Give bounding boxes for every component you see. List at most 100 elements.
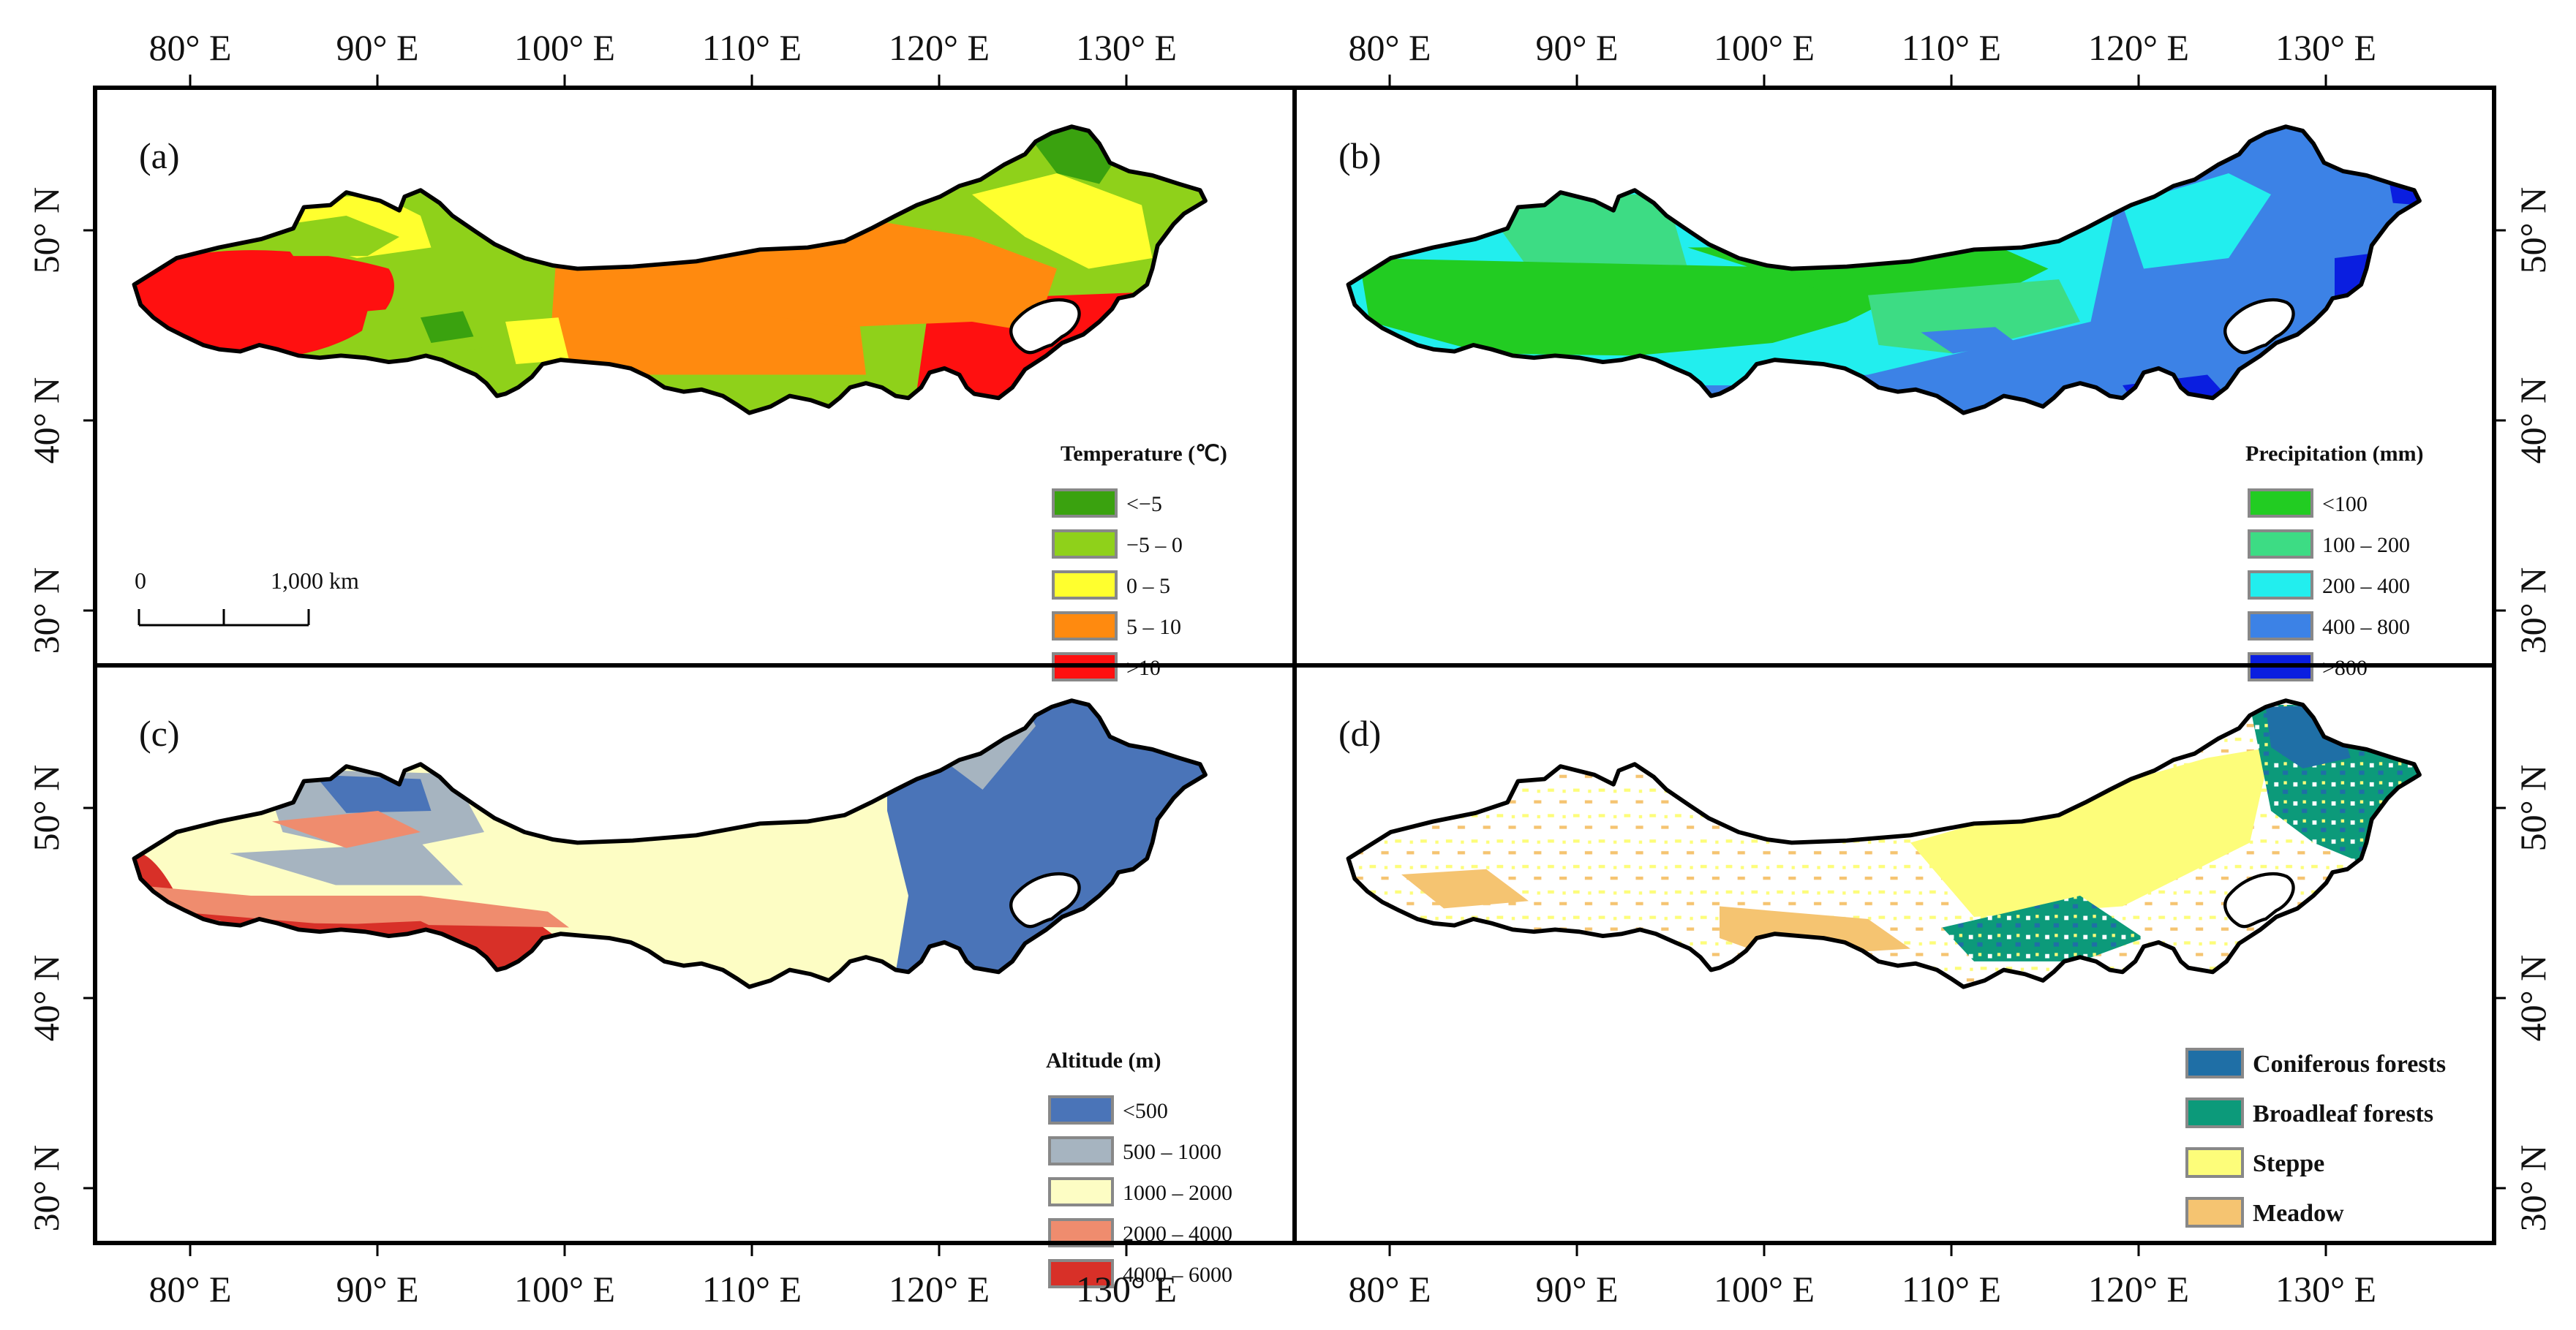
legend-title: Precipitation (mm) [2245,442,2424,466]
lat-tick-label: 40° N [26,377,67,464]
legend-label: Coniferous forests [2253,1051,2446,1078]
panel-b: (b) Precipitation (mm) <100 100 – 200 200 – … [1317,110,2483,681]
panel-frame [1292,663,2496,1245]
map-zone [134,250,394,356]
legend-label: 400 – 800 [2322,615,2410,639]
lat-tick-label: 40° N [26,955,67,1042]
lon-tick-label: 130° E [1076,27,1177,68]
lon-tick-label: 100° E [514,1269,615,1310]
lat-tick-label: 50° N [26,187,67,274]
panel-a-map [102,110,1269,449]
map-zone [315,774,432,813]
map-zone [1359,258,1910,356]
legend-label: 5 – 10 [1126,615,1181,639]
map-zone [1401,869,1529,909]
lon-tick-label: 80° E [148,1269,231,1310]
legend-label: Meadow [2253,1200,2344,1227]
map-zone [2335,247,2419,311]
legend-swatch [1048,1095,1114,1125]
map-zone [1921,327,2016,354]
legend-title: Temperature (℃) [1061,442,1227,466]
scale-start: 0 [135,567,146,594]
legend-swatch [2248,529,2313,559]
map-zone [972,173,1153,269]
lon-tick-label: 100° E [1714,27,1815,68]
legend-swatch [2185,1097,2244,1128]
legend-label: <−5 [1126,492,1162,516]
map-zone [505,317,569,364]
legend-label: Steppe [2253,1150,2324,1177]
lon-tick-label: 120° E [889,1269,990,1310]
panel-d-label: (d) [1338,713,1381,754]
map-zone [272,216,399,257]
lat-tick-label: 30° N [2512,567,2553,654]
map-zone [134,885,570,928]
lon-tick-label: 90° E [336,1269,418,1310]
legend-swatch [1052,529,1118,559]
legend-swatch [2185,1048,2244,1078]
legend-swatch [1048,1177,1114,1206]
legend-label: 1000 – 2000 [1123,1181,1232,1205]
map-zone [887,700,1206,987]
legend-swatch [2248,611,2313,641]
legend-swatch [1048,1259,1114,1288]
lon-tick-label: 80° E [1348,1269,1431,1310]
legend-label: 500 – 1000 [1123,1140,1221,1164]
legend-label: >10 [1126,656,1161,680]
lat-tick-label: 40° N [2512,377,2553,464]
legend-swatch [1052,611,1118,641]
legend-label: <100 [2322,492,2368,516]
lat-tick-label: 30° N [2512,1145,2553,1232]
lon-tick-label: 120° E [889,27,990,68]
legend-swatch [2248,488,2313,518]
lat-tick-label: 50° N [26,765,67,852]
lon-tick-label: 90° E [336,27,418,68]
legend-swatch [1048,1136,1114,1165]
lon-tick-label: 130° E [1076,1269,1177,1310]
lat-tick-label: 50° N [2512,187,2553,274]
lat-tick-label: 30° N [26,567,67,654]
lon-tick-label: 130° E [2275,27,2376,68]
lon-tick-label: 100° E [1714,1269,1815,1310]
lon-tick-label: 120° E [2088,1269,2189,1310]
panel-d: (d) Coniferous forests Broadleaf forests St… [1317,684,2483,1228]
map-zone [1910,747,2271,917]
lon-tick-label: 90° E [1535,27,1618,68]
legend-label: 100 – 200 [2322,533,2410,557]
legend-title: Altitude (m) [1046,1048,1161,1073]
panel-b-label: (b) [1338,135,1381,176]
lon-tick-label: 110° E [702,1269,802,1310]
map-zone [230,842,463,885]
legend-label: Broadleaf forests [2253,1100,2433,1127]
lat-tick-label: 50° N [2512,765,2553,852]
lon-tick-label: 80° E [148,27,231,68]
map-zone [2123,173,2271,269]
panel-a: (a) Temperature (℃) <−5 −5 – 0 0 – 5 5 – 10 >1… [102,110,1269,681]
lon-tick-label: 90° E [1535,1269,1618,1310]
lat-tick-label: 30° N [26,1145,67,1232]
legend-label: >800 [2322,656,2368,680]
map-zone [272,811,421,848]
panel-c: (c) Altitude (m) <500 500 – 1000 1000 – 2000… [102,684,1269,1288]
legend-label: 200 – 400 [2322,574,2410,598]
map-zone [1868,279,2080,354]
lon-tick-label: 110° E [702,27,802,68]
panel-c-label: (c) [139,713,180,754]
panel-b-map [1317,110,2483,449]
map-zone [421,311,474,343]
lon-tick-label: 110° E [1902,1269,2001,1310]
panel-d-map [1317,684,2483,1023]
lon-tick-label: 80° E [1348,27,1431,68]
legend-label: 4000 – 6000 [1123,1263,1232,1287]
legend-swatch [1052,488,1118,518]
lat-tick-label: 40° N [2512,955,2553,1042]
lon-tick-label: 110° E [1902,27,2001,68]
lon-tick-label: 120° E [2088,27,2189,68]
legend-swatch [1052,570,1118,600]
legend-label: 0 – 5 [1126,574,1170,598]
legend-swatch [2248,570,2313,600]
panel-c-map [102,684,1269,1023]
legend-swatch [2185,1197,2244,1228]
